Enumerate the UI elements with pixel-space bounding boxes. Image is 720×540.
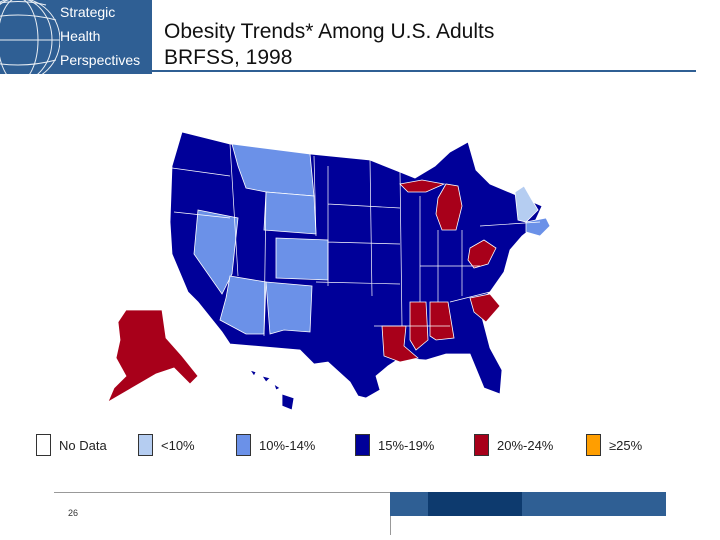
logo-line-2: Health xyxy=(60,28,101,44)
state-borders xyxy=(171,143,541,337)
state-nevada xyxy=(193,209,239,295)
legend-swatch xyxy=(36,434,51,456)
legend-label: No Data xyxy=(59,437,107,453)
legend-swatch xyxy=(138,434,153,456)
legend-item-25: ≥25% xyxy=(586,432,642,458)
footer-bar-3 xyxy=(522,492,666,516)
legend-swatch xyxy=(355,434,370,456)
legend-item-20-24: 20%-24% xyxy=(474,432,553,458)
us-obesity-map xyxy=(107,131,551,411)
state-alabama xyxy=(429,301,455,341)
state-alaska xyxy=(107,309,199,403)
legend-swatch xyxy=(236,434,251,456)
legend-label: <10% xyxy=(161,437,195,453)
footer-bar-1 xyxy=(390,492,428,516)
state-west-virginia xyxy=(467,239,497,269)
page-number: 26 xyxy=(68,508,79,518)
slide-title: Obesity Trends* Among U.S. Adults xyxy=(164,20,495,43)
state-michigan-up xyxy=(399,179,446,193)
legend-label: ≥25% xyxy=(609,437,643,453)
legend-item-15-19: 15%-19% xyxy=(355,432,434,458)
legend-label: 20%-24% xyxy=(497,437,554,453)
legend-swatch xyxy=(474,434,489,456)
globe-icon xyxy=(0,0,60,74)
legend-item-10-14: 10%-14% xyxy=(236,432,315,458)
footer-box xyxy=(54,492,391,535)
legend-item-no-data: No Data xyxy=(36,432,107,458)
state-lt10-vermont-nh xyxy=(514,185,539,223)
state-colorado xyxy=(275,237,329,281)
legend-swatch xyxy=(586,434,601,456)
legend-item-lt10: <10% xyxy=(138,432,195,458)
header-rule xyxy=(152,70,696,72)
slide-subtitle: BRFSS, 1998 xyxy=(164,46,293,69)
logo-line-3: Perspectives xyxy=(60,52,141,68)
state-new-mexico xyxy=(265,281,313,335)
slide-header: Strategic Health Perspectives Obesity Tr… xyxy=(0,0,720,74)
state-south-carolina xyxy=(469,293,501,323)
logo-line-1: Strategic xyxy=(60,4,116,20)
logo: Strategic Health Perspectives xyxy=(0,0,152,74)
state-michigan xyxy=(435,183,463,231)
footer-bar-2 xyxy=(428,492,522,516)
legend-label: 10%-14% xyxy=(259,437,316,453)
state-hawaii xyxy=(249,369,295,411)
legend-label: 15%-19% xyxy=(378,437,435,453)
state-wyoming xyxy=(263,191,317,235)
